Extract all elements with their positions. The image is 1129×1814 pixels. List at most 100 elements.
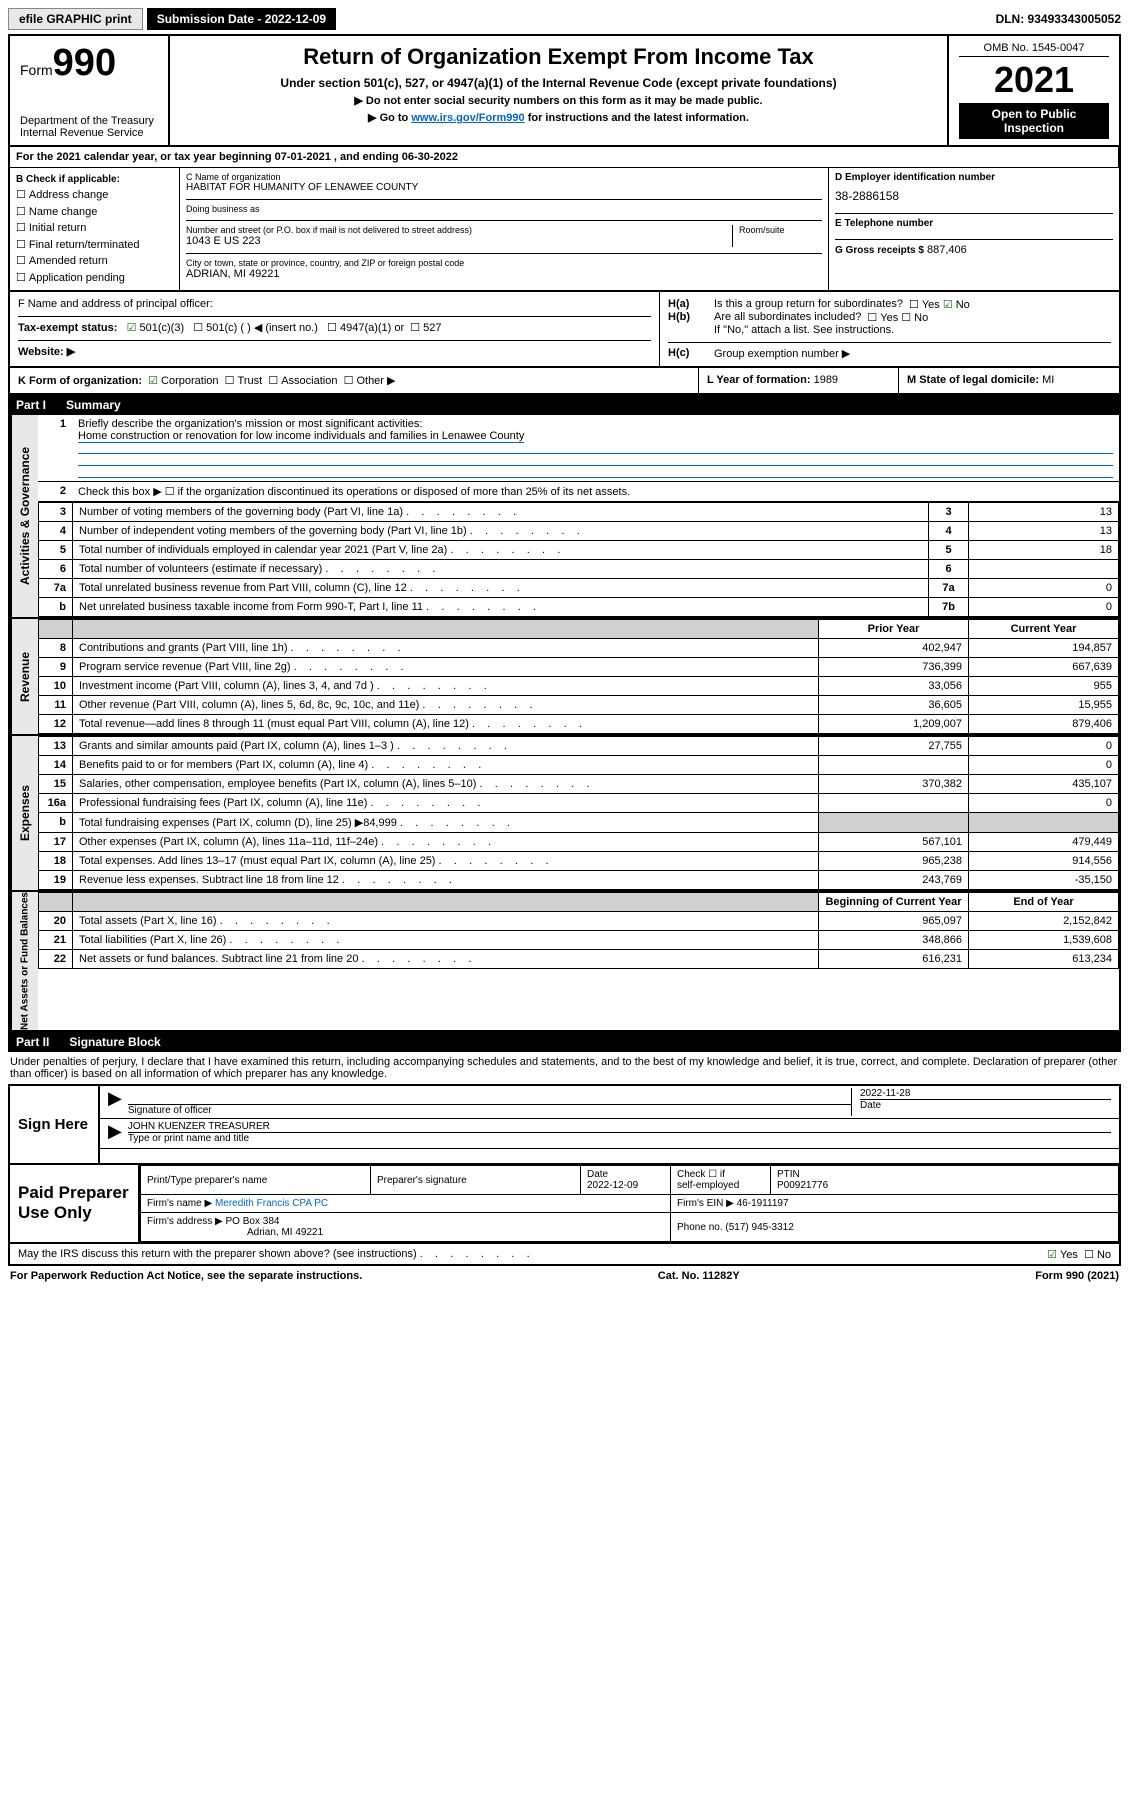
street: 1043 E US 223 — [186, 235, 732, 247]
firm-name-label: Firm's name ▶ — [147, 1198, 212, 1209]
exp-cell: 18 — [39, 852, 73, 871]
rev-cell: 879,406 — [969, 715, 1119, 734]
discuss-no[interactable]: No — [1084, 1249, 1111, 1261]
gov-cell: 6 — [39, 560, 73, 579]
footer-catno: Cat. No. 11282Y — [658, 1270, 740, 1282]
ha-no[interactable]: No — [943, 299, 970, 311]
hdr-end: End of Year — [969, 893, 1119, 912]
gov-cell: 3 — [39, 503, 73, 522]
exp-cell: -35,150 — [969, 871, 1119, 890]
sig-officer-label: Signature of officer — [128, 1104, 851, 1116]
street-label: Number and street (or P.O. box if mail i… — [186, 225, 732, 235]
firm-addr1: PO Box 384 — [226, 1216, 280, 1227]
discuss-yes[interactable]: Yes — [1047, 1249, 1078, 1261]
efile-btn[interactable]: efile GRAPHIC print — [8, 8, 143, 30]
firm-addr2: Adrian, MI 49221 — [247, 1227, 323, 1238]
chk-corp[interactable]: Corporation — [148, 375, 218, 387]
irs-link[interactable]: www.irs.gov/Form990 — [411, 112, 524, 124]
chk-app-pending[interactable]: Application pending — [16, 270, 173, 287]
rev-cell: 12 — [39, 715, 73, 734]
l-label: L Year of formation: — [707, 374, 811, 386]
rev-cell: 402,947 — [819, 639, 969, 658]
rev-cell: 11 — [39, 696, 73, 715]
c-name-label: C Name of organization — [186, 172, 822, 182]
rev-cell: 194,857 — [969, 639, 1119, 658]
net-cell: 1,539,608 — [969, 931, 1119, 950]
ha-text: Is this a group return for subordinates? — [714, 298, 903, 311]
exp-cell: 370,382 — [819, 775, 969, 794]
gov-cell: 6 — [929, 560, 969, 579]
rev-cell: 36,605 — [819, 696, 969, 715]
officer-name: JOHN KUENZER TREASURER — [128, 1121, 1111, 1132]
side-revenue: Revenue — [10, 619, 38, 734]
chk-assoc[interactable]: Association — [268, 375, 337, 387]
public-inspection: Open to Public Inspection — [959, 103, 1109, 139]
rev-cell: 33,056 — [819, 677, 969, 696]
net-cell: Total assets (Part X, line 16) — [73, 912, 819, 931]
footer-paperwork: For Paperwork Reduction Act Notice, see … — [10, 1270, 362, 1282]
exp-cell: 567,101 — [819, 833, 969, 852]
city-label: City or town, state or province, country… — [186, 258, 822, 268]
exp-cell: Total fundraising expenses (Part IX, col… — [73, 813, 819, 833]
firm-name[interactable]: Meredith Francis CPA PC — [215, 1198, 328, 1209]
ha-yes[interactable]: Yes — [909, 299, 940, 311]
gov-cell: Total number of individuals employed in … — [73, 541, 929, 560]
hb-no[interactable]: No — [901, 312, 928, 324]
ptin-value: P00921776 — [777, 1180, 828, 1191]
rev-cell: Contributions and grants (Part VIII, lin… — [73, 639, 819, 658]
gov-cell: 7a — [929, 579, 969, 598]
exp-cell: 19 — [39, 871, 73, 890]
gov-cell: 13 — [969, 522, 1119, 541]
exp-cell — [819, 756, 969, 775]
chk-501c3[interactable]: 501(c)(3) — [127, 322, 185, 334]
gov-cell: Number of voting members of the governin… — [73, 503, 929, 522]
net-cell: 965,097 — [819, 912, 969, 931]
net-cell: 20 — [39, 912, 73, 931]
gov-cell — [969, 560, 1119, 579]
f-officer-label: F Name and address of principal officer: — [18, 298, 651, 310]
chk-name-change[interactable]: Name change — [16, 204, 173, 221]
chk-4947[interactable]: 4947(a)(1) or — [327, 322, 404, 334]
exp-cell: Grants and similar amounts paid (Part IX… — [73, 737, 819, 756]
line-a-taxyear: For the 2021 calendar year, or tax year … — [10, 147, 1119, 168]
chk-527[interactable]: 527 — [410, 322, 441, 334]
d-ein-label: D Employer identification number — [835, 172, 1113, 183]
chk-501c[interactable]: 501(c) ( ) ◀ (insert no.) — [193, 322, 318, 334]
chk-address-change[interactable]: Address change — [16, 187, 173, 204]
chk-other[interactable]: Other ▶ — [344, 375, 396, 387]
exp-cell: 16a — [39, 794, 73, 813]
hb-note: If "No," attach a list. See instructions… — [668, 324, 1111, 336]
gov-cell: 4 — [39, 522, 73, 541]
m-label: M State of legal domicile: — [907, 374, 1039, 386]
hb-yes[interactable]: Yes — [867, 312, 898, 324]
omb-number: OMB No. 1545-0047 — [959, 42, 1109, 57]
gov-cell: 0 — [969, 598, 1119, 617]
rev-cell: Program service revenue (Part VIII, line… — [73, 658, 819, 677]
rev-cell: 9 — [39, 658, 73, 677]
net-cell: Net assets or fund balances. Subtract li… — [73, 950, 819, 969]
exp-cell: 13 — [39, 737, 73, 756]
exp-cell: 0 — [969, 737, 1119, 756]
chk-trust[interactable]: Trust — [225, 375, 263, 387]
firm-addr-label: Firm's address ▶ — [147, 1216, 223, 1227]
s2-text: Check this box ▶ ☐ if the organization d… — [72, 482, 1119, 502]
dln: DLN: 93493343005052 — [996, 12, 1121, 26]
chk-final-return[interactable]: Final return/terminated — [16, 237, 173, 254]
exp-cell: Revenue less expenses. Subtract line 18 … — [73, 871, 819, 890]
exp-cell: 17 — [39, 833, 73, 852]
gov-cell: 5 — [929, 541, 969, 560]
chk-initial-return[interactable]: Initial return — [16, 220, 173, 237]
part1-num: Part I — [16, 398, 46, 412]
rev-cell: Other revenue (Part VIII, column (A), li… — [73, 696, 819, 715]
side-expenses: Expenses — [10, 736, 38, 890]
net-cell: 21 — [39, 931, 73, 950]
i-label: Tax-exempt status: — [18, 322, 117, 334]
chk-amended[interactable]: Amended return — [16, 253, 173, 270]
gov-cell: Net unrelated business taxable income fr… — [73, 598, 929, 617]
prep-name-label: Print/Type preparer's name — [141, 1166, 371, 1195]
gov-cell: 7b — [929, 598, 969, 617]
irs-label: Internal Revenue Service — [20, 127, 158, 139]
gov-cell: Number of independent voting members of … — [73, 522, 929, 541]
exp-cell — [969, 813, 1119, 833]
sign-here-label: Sign Here — [10, 1086, 100, 1163]
